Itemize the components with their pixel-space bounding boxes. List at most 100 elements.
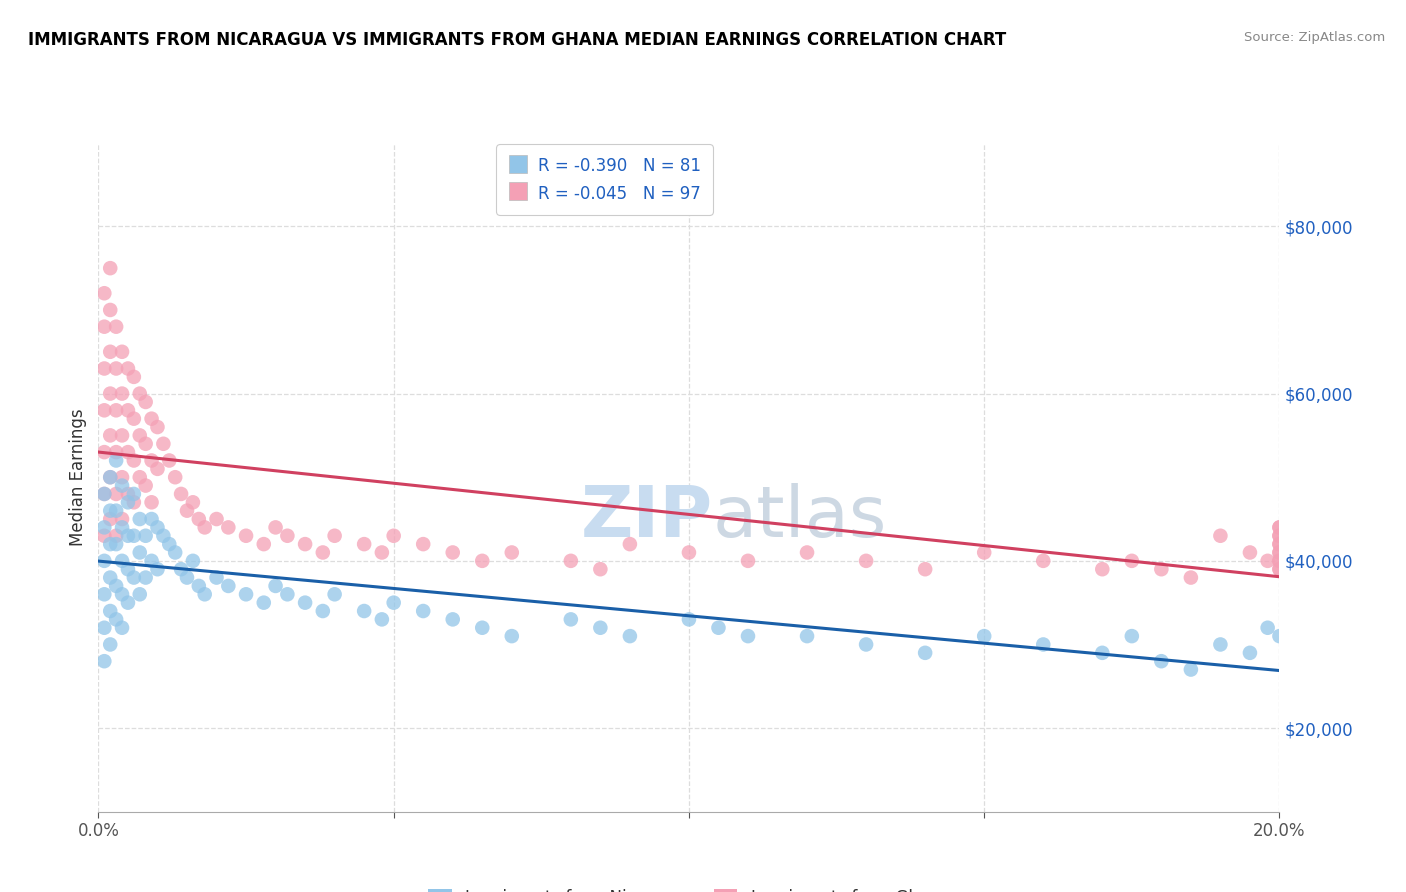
Point	[1268, 520, 1291, 534]
Point	[441, 545, 464, 559]
Point	[135, 436, 157, 450]
Point	[111, 428, 134, 442]
Point	[235, 587, 257, 601]
Point	[117, 403, 139, 417]
Point	[141, 495, 163, 509]
Point	[737, 629, 759, 643]
Point	[98, 428, 121, 442]
Point	[105, 537, 128, 551]
Point	[855, 554, 877, 568]
Point	[235, 529, 257, 543]
Point	[128, 545, 150, 559]
Point	[1032, 554, 1054, 568]
Point	[117, 487, 139, 501]
Point	[105, 487, 128, 501]
Point	[111, 478, 134, 492]
Point	[294, 537, 316, 551]
Point	[146, 562, 169, 576]
Point	[98, 571, 121, 585]
Point	[1257, 554, 1279, 568]
Point	[93, 520, 115, 534]
Point	[176, 503, 198, 517]
Point	[619, 537, 641, 551]
Point	[589, 621, 612, 635]
Text: atlas: atlas	[713, 483, 887, 552]
Point	[619, 629, 641, 643]
Point	[111, 554, 134, 568]
Point	[122, 487, 145, 501]
Point	[93, 403, 115, 417]
Point	[312, 604, 335, 618]
Point	[501, 545, 523, 559]
Point	[98, 503, 121, 517]
Point	[117, 562, 139, 576]
Point	[217, 579, 239, 593]
Point	[205, 571, 228, 585]
Point	[117, 529, 139, 543]
Point	[93, 587, 115, 601]
Point	[1268, 529, 1291, 543]
Point	[141, 453, 163, 467]
Point	[93, 529, 115, 543]
Point	[181, 495, 204, 509]
Point	[105, 612, 128, 626]
Point	[1257, 621, 1279, 635]
Point	[312, 545, 335, 559]
Point	[560, 612, 582, 626]
Point	[323, 587, 346, 601]
Point	[707, 621, 730, 635]
Point	[181, 554, 204, 568]
Point	[294, 596, 316, 610]
Point	[141, 411, 163, 425]
Point	[796, 545, 818, 559]
Point	[264, 579, 287, 593]
Text: ZIP: ZIP	[581, 483, 713, 552]
Point	[135, 478, 157, 492]
Point	[117, 495, 139, 509]
Point	[141, 554, 163, 568]
Point	[135, 571, 157, 585]
Point	[93, 445, 115, 459]
Point	[93, 554, 115, 568]
Point	[105, 403, 128, 417]
Point	[98, 303, 121, 318]
Point	[323, 529, 346, 543]
Text: IMMIGRANTS FROM NICARAGUA VS IMMIGRANTS FROM GHANA MEDIAN EARNINGS CORRELATION C: IMMIGRANTS FROM NICARAGUA VS IMMIGRANTS …	[28, 31, 1007, 49]
Point	[117, 596, 139, 610]
Point	[371, 545, 394, 559]
Point	[205, 512, 228, 526]
Point	[1268, 537, 1291, 551]
Point	[105, 503, 128, 517]
Point	[471, 621, 494, 635]
Point	[98, 344, 121, 359]
Point	[1180, 663, 1202, 677]
Point	[122, 529, 145, 543]
Point	[382, 529, 405, 543]
Point	[146, 462, 169, 476]
Point	[98, 512, 121, 526]
Point	[98, 470, 121, 484]
Point	[141, 512, 163, 526]
Point	[122, 411, 145, 425]
Point	[111, 520, 134, 534]
Point	[98, 386, 121, 401]
Point	[93, 621, 115, 635]
Point	[93, 319, 115, 334]
Point	[105, 361, 128, 376]
Point	[105, 445, 128, 459]
Point	[1091, 646, 1114, 660]
Point	[1268, 529, 1291, 543]
Point	[105, 319, 128, 334]
Point	[111, 512, 134, 526]
Point	[165, 545, 187, 559]
Point	[194, 520, 217, 534]
Point	[1268, 562, 1291, 576]
Point	[194, 587, 217, 601]
Point	[1209, 529, 1232, 543]
Point	[678, 612, 700, 626]
Point	[146, 520, 169, 534]
Point	[1150, 654, 1173, 668]
Point	[111, 386, 134, 401]
Point	[117, 445, 139, 459]
Point	[1268, 520, 1291, 534]
